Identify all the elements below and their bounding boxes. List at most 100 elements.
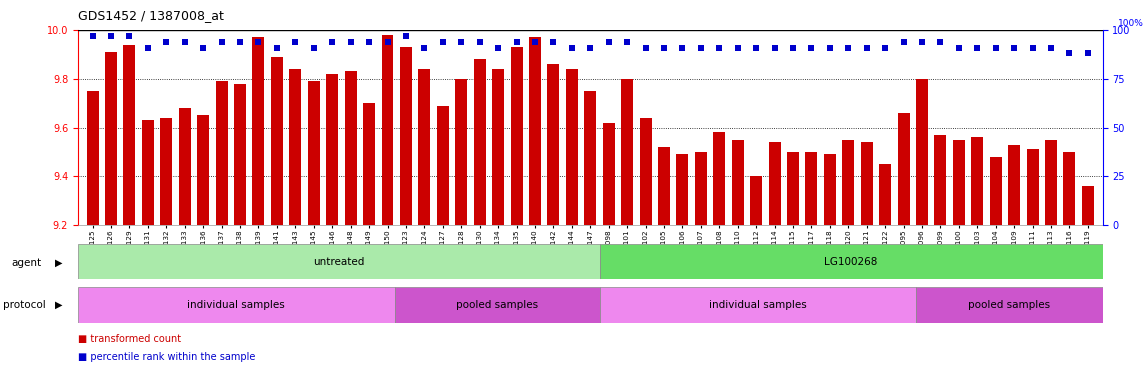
Point xyxy=(858,45,876,51)
Bar xyxy=(677,154,688,225)
Point xyxy=(600,39,618,45)
Text: ■ transformed count: ■ transformed count xyxy=(78,334,181,344)
Bar xyxy=(215,81,228,225)
Point xyxy=(728,45,747,51)
Point xyxy=(526,39,544,45)
Bar xyxy=(395,287,600,322)
Bar xyxy=(547,64,560,225)
Text: ▶: ▶ xyxy=(55,258,63,267)
Point xyxy=(341,39,360,45)
Bar xyxy=(105,52,117,225)
Text: untreated: untreated xyxy=(313,256,364,267)
Point xyxy=(803,45,821,51)
Bar xyxy=(861,142,872,225)
Bar xyxy=(916,287,1103,322)
Bar xyxy=(898,113,909,225)
Point xyxy=(1042,45,1060,51)
Point xyxy=(618,39,637,45)
Bar xyxy=(695,152,706,225)
Bar xyxy=(1027,149,1039,225)
Bar xyxy=(253,37,264,225)
Point xyxy=(1060,50,1079,56)
Bar xyxy=(640,118,652,225)
Bar xyxy=(916,79,927,225)
Bar xyxy=(566,69,578,225)
Bar xyxy=(124,45,135,225)
Bar xyxy=(934,135,947,225)
Bar xyxy=(179,108,191,225)
Point xyxy=(710,45,728,51)
Bar xyxy=(197,115,210,225)
Bar xyxy=(436,106,449,225)
Point xyxy=(582,45,600,51)
Point xyxy=(655,45,673,51)
Bar xyxy=(363,103,376,225)
Point xyxy=(1005,45,1024,51)
Text: pooled samples: pooled samples xyxy=(456,300,538,310)
Bar xyxy=(474,59,485,225)
Point xyxy=(507,39,526,45)
Bar xyxy=(953,140,965,225)
Text: LG100268: LG100268 xyxy=(824,256,878,267)
Bar xyxy=(843,140,854,225)
Point xyxy=(692,45,710,51)
Text: agent: agent xyxy=(11,258,41,267)
Point xyxy=(931,39,949,45)
Bar xyxy=(602,123,615,225)
Point xyxy=(434,39,452,45)
Text: GDS1452 / 1387008_at: GDS1452 / 1387008_at xyxy=(78,9,223,22)
Text: protocol: protocol xyxy=(3,300,46,309)
Bar xyxy=(271,57,283,225)
Point xyxy=(102,33,120,39)
Bar xyxy=(713,132,725,225)
Bar xyxy=(418,69,431,225)
Text: pooled samples: pooled samples xyxy=(969,300,1050,310)
Bar xyxy=(750,176,763,225)
Point xyxy=(876,45,894,51)
Bar xyxy=(1082,186,1093,225)
Bar xyxy=(78,287,395,322)
Point xyxy=(360,39,378,45)
Point xyxy=(913,39,931,45)
Text: ▶: ▶ xyxy=(55,300,63,309)
Bar xyxy=(600,287,916,322)
Bar xyxy=(732,140,744,225)
Bar xyxy=(142,120,153,225)
Bar xyxy=(989,157,1002,225)
Point xyxy=(305,45,323,51)
Point xyxy=(120,33,139,39)
Bar xyxy=(78,244,600,279)
Bar xyxy=(1009,145,1020,225)
Bar xyxy=(805,152,818,225)
Point xyxy=(821,45,839,51)
Point xyxy=(1024,45,1042,51)
Point xyxy=(397,33,416,39)
Point xyxy=(1079,50,1097,56)
Point xyxy=(747,45,765,51)
Point xyxy=(139,45,157,51)
Bar xyxy=(621,79,633,225)
Bar xyxy=(160,118,172,225)
Bar xyxy=(290,69,301,225)
Text: individual samples: individual samples xyxy=(709,300,807,310)
Point xyxy=(452,39,471,45)
Point xyxy=(673,45,692,51)
Text: individual samples: individual samples xyxy=(188,300,285,310)
Bar xyxy=(1064,152,1075,225)
Bar xyxy=(1045,140,1057,225)
Point xyxy=(250,39,268,45)
Point xyxy=(765,45,783,51)
Bar xyxy=(492,69,504,225)
Point xyxy=(194,45,212,51)
Point xyxy=(471,39,489,45)
Bar xyxy=(824,154,836,225)
Bar xyxy=(768,142,781,225)
Bar xyxy=(600,244,1103,279)
Point xyxy=(544,39,562,45)
Point xyxy=(987,45,1005,51)
Bar xyxy=(400,47,412,225)
Point xyxy=(157,39,175,45)
Bar xyxy=(511,47,522,225)
Text: 100%: 100% xyxy=(1118,19,1144,28)
Point xyxy=(949,45,968,51)
